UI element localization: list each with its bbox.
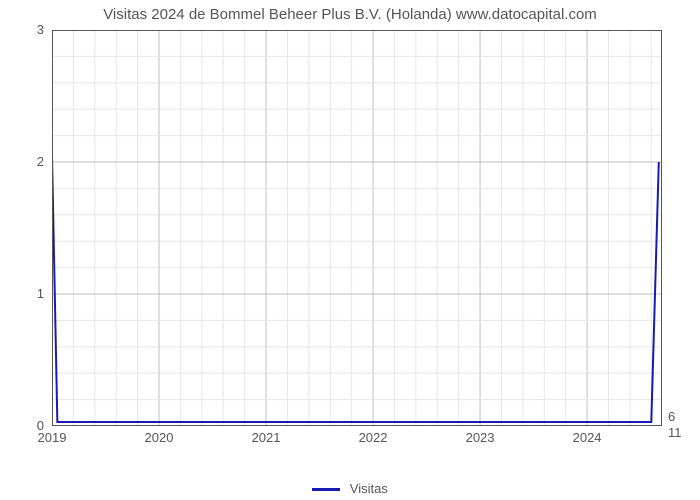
legend-swatch	[312, 488, 340, 491]
chart-plot	[52, 30, 662, 426]
legend: Visitas	[0, 481, 700, 496]
chart-container: Visitas 2024 de Bommel Beheer Plus B.V. …	[0, 0, 700, 500]
legend-label: Visitas	[350, 481, 388, 496]
chart-title: Visitas 2024 de Bommel Beheer Plus B.V. …	[0, 0, 700, 23]
